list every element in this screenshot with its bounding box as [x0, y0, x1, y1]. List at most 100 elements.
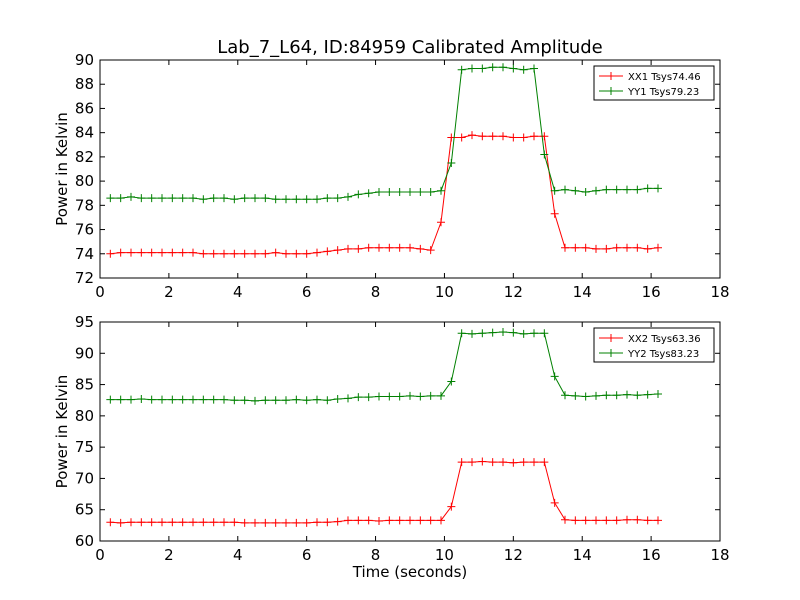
chart1-legend-marker	[607, 72, 615, 80]
chart2-series-1-point	[302, 518, 311, 527]
chart1-series-1-point	[426, 246, 435, 255]
chart2-series-1-point	[364, 516, 373, 525]
chart2-x-tick-label: 16	[642, 546, 661, 564]
chart2-series-2-point	[447, 377, 456, 386]
chart1-series-1-point	[354, 244, 363, 253]
chart2-series-1-point	[271, 518, 280, 527]
chart2-series-2-point	[230, 396, 239, 405]
chart1-series-2-point	[654, 184, 662, 193]
chart2-series-1-point	[561, 515, 569, 524]
chart1-series-1-point	[199, 249, 208, 258]
chart2-legend-box	[593, 327, 715, 363]
chart1-x-tick-label: 0	[95, 283, 105, 301]
chart2-series-1-point	[178, 518, 187, 527]
chart1-series-1-point	[654, 243, 662, 252]
chart1-series-2-point	[395, 188, 404, 197]
chart1-y-tick-label: 88	[75, 75, 94, 93]
chart1-series-2-point	[271, 195, 280, 204]
chart1-series-2-point	[364, 189, 373, 198]
chart1-series-1-point	[240, 249, 249, 258]
chart1-x-tick-label: 12	[504, 283, 523, 301]
chart1-series-1-point	[437, 218, 445, 227]
chart1-series-2-point	[127, 192, 135, 201]
chart1-series-2-point	[137, 194, 146, 203]
chart1-series-2-point	[643, 184, 652, 193]
chart2-series-2-point	[406, 391, 414, 400]
chart2-series-1-point	[220, 518, 228, 527]
chart1-series-2-point	[261, 194, 270, 203]
chart2-x-tick-label: 6	[302, 546, 312, 564]
chart1-series-1-point	[550, 209, 559, 218]
chart2-y-tick-label: 60	[75, 532, 94, 550]
chart2-series-1-point	[633, 515, 642, 524]
chart1-series-2-point	[406, 188, 414, 197]
chart2-series-2-point	[509, 328, 518, 337]
chart1-series-2-point	[302, 195, 311, 204]
chart1-series-2-point	[509, 64, 518, 73]
chart1-series-1-point	[282, 249, 290, 258]
chart1-series-2-point	[602, 185, 611, 194]
chart-title: Lab_7_L64, ID:84959 Calibrated Amplitude	[217, 37, 603, 58]
chart2-series-1-point	[447, 502, 456, 511]
chart2-series-2-point	[550, 372, 559, 381]
chart2-y-tick-label: 75	[75, 438, 94, 456]
chart1-series-2-point	[488, 63, 497, 72]
chart1-series-1-point	[416, 244, 425, 253]
chart2-series-2-point	[292, 395, 301, 404]
chart2-series-2-point	[654, 389, 662, 398]
chart2-series-1-point	[437, 516, 445, 525]
chart2-series-2-point	[437, 391, 445, 400]
chart2-series-2-point	[499, 328, 507, 337]
chart2-series-1-point	[375, 516, 383, 525]
chart1-series-2-point	[499, 63, 507, 72]
chart1-series-1-point	[633, 243, 642, 252]
chart1-series-1-point	[488, 132, 497, 141]
chart2-series-1-point	[571, 516, 580, 525]
chart1-series-1-point	[178, 248, 187, 257]
chart2-series-2-point	[633, 391, 642, 400]
chart2-series-2-point	[519, 329, 528, 338]
chart2-series-1-point	[230, 518, 239, 527]
chart2-series-2-point	[344, 394, 352, 403]
chart1-series-1-point	[158, 248, 166, 257]
chart1-series-2-point	[323, 194, 332, 203]
chart1-panel: 0 2 4 6 8 10 12 14 16 18 72 74 76 78 80 82 84 86 88 90 Power…	[53, 51, 730, 301]
chart2-series-1-point	[147, 518, 156, 527]
chart1-series-1-point	[323, 247, 332, 256]
chart1-series-2-point	[220, 194, 228, 203]
chart1-series-2-point	[178, 194, 187, 203]
chart1-series-1-point	[230, 249, 239, 258]
chart2-series-1-point	[530, 458, 538, 467]
chart1-series-1-point	[261, 249, 270, 258]
chart2-series-1-point	[540, 458, 549, 467]
chart2-y-tick-label: 85	[75, 376, 94, 394]
chart1-y-tick-label: 74	[75, 245, 94, 263]
chart2-series-2	[106, 328, 662, 405]
chart2-series-1-point	[199, 518, 208, 527]
chart1-series-2-point	[313, 195, 321, 204]
chart2-series-2-point	[168, 395, 177, 404]
chart2-series-1-point	[488, 458, 497, 467]
chart2-series-1-point	[478, 457, 487, 466]
chart1-series-1-point	[406, 243, 414, 252]
chart2-y-tick-label: 70	[75, 469, 94, 487]
chart1-series-1-point	[375, 243, 383, 252]
chart1-y-axis-label: Power in Kelvin	[53, 112, 71, 226]
chart2-series-1-point	[602, 516, 611, 525]
chart1-series-1-point	[137, 248, 146, 257]
chart2-series-1-point	[550, 498, 559, 507]
chart1-series-1-point	[344, 244, 352, 253]
chart2-series-2-point	[571, 391, 580, 400]
chart1-series-1-point	[643, 244, 652, 253]
chart2-series-2-point	[612, 391, 621, 400]
chart2-series-1-point	[519, 458, 528, 467]
chart2-series-1-point	[240, 518, 249, 527]
chart2-series-2-point	[375, 392, 383, 401]
chart1-series-1-point	[106, 249, 115, 258]
chart1-series-1-point	[168, 248, 177, 257]
chart1-series-1-point	[581, 243, 590, 252]
chart2-x-tick-label: 14	[573, 546, 592, 564]
chart1-series-2-point	[333, 194, 342, 203]
chart2-series-1-point	[106, 518, 115, 527]
